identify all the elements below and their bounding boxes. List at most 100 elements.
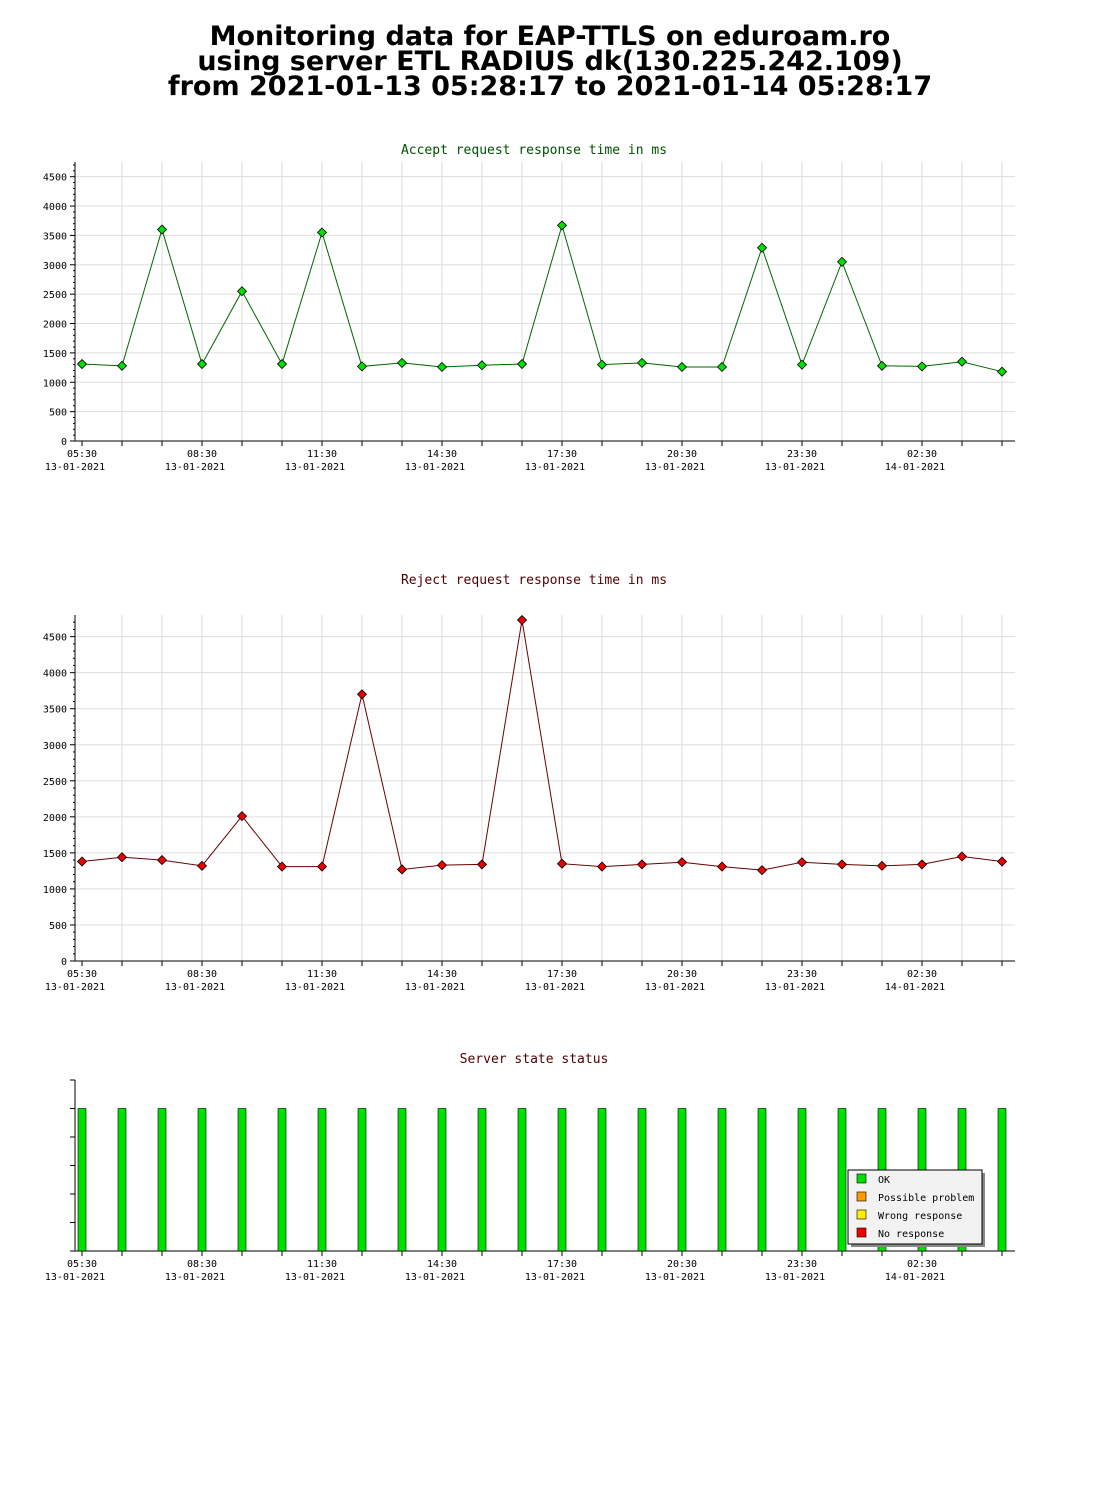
reject-data-point [956,851,968,862]
accept-x-tick-time: 14:30 [427,449,457,460]
status-bar [77,1108,87,1252]
status-bar [437,1108,447,1252]
reject-x-tick-time: 23:30 [787,969,817,980]
status-bar [717,1108,727,1252]
reject-data-point [396,864,408,875]
status-x-tick-date: 14-01-2021 [885,1272,945,1283]
accept-data-point [756,242,768,253]
legend-swatch [856,1209,867,1220]
accept-x-tick-time: 02:30 [907,449,937,460]
status-chart-title: Server state status [460,1052,609,1067]
page-title: Monitoring data for EAP-TTLS on eduroam.… [0,23,1100,102]
reject-x-tick-time: 17:30 [547,969,577,980]
reject-data-point [836,859,848,870]
reject-x-tick-time: 11:30 [307,969,337,980]
reject-x-tick-time: 20:30 [667,969,697,980]
accept-data-point [76,358,88,370]
status-x-tick-time: 02:30 [907,1259,937,1270]
accept-data-point [596,359,608,370]
accept-x-tick-time: 05:30 [67,449,97,460]
reject-y-tick-label: 1500 [43,849,67,860]
reject-x-tick-time: 14:30 [427,969,457,980]
reject-y-tick-label: 4000 [43,669,67,680]
status-x-tick-date: 13-01-2021 [405,1272,465,1283]
reject-data-point [316,861,328,872]
accept-y-tick-label: 2500 [43,290,67,301]
reject-y-tick-label: 2500 [43,777,67,788]
accept-y-tick-label: 4500 [43,173,67,184]
status-x-tick-time: 11:30 [307,1259,337,1270]
status-x-tick-date: 13-01-2021 [645,1272,705,1283]
reject-data-point [516,614,528,626]
accept-data-point [276,358,288,370]
reject-x-tick-date: 13-01-2021 [285,982,345,993]
status-bar [197,1108,207,1252]
reject-chart: 0 500 1000 1500 2000 2500 3000 3500 4000 4500 05:3… [43,614,1015,993]
accept-x-tick-time: 23:30 [787,449,817,460]
accept-data-point [796,359,808,370]
reject-data-point [996,856,1008,867]
accept-data-point [236,286,248,297]
status-x-tick-time: 05:30 [67,1259,97,1270]
reject-y-tick-label: 2000 [43,813,67,824]
status-bar [517,1108,527,1252]
status-bar [117,1108,127,1252]
status-bar [837,1108,847,1252]
status-bar [597,1108,607,1252]
accept-chart: 0 500 1000 1500 2000 2500 3000 3500 4000 4500 05:3… [43,162,1015,473]
status-bar [277,1108,287,1252]
accept-x-tick-date: 13-01-2021 [45,462,105,473]
status-bar [797,1108,807,1252]
accept-x-tick-date: 13-01-2021 [405,462,465,473]
legend-swatch [856,1227,867,1238]
accept-y-tick-label: 3500 [43,231,67,242]
accept-y-tick-label: 1000 [43,378,67,389]
reject-data-point [876,860,888,871]
reject-y-tick-label: 1000 [43,885,67,896]
accept-data-point [476,360,488,371]
reject-data-point [596,861,608,872]
accept-data-point [316,227,328,238]
accept-x-tick-date: 14-01-2021 [885,462,945,473]
reject-x-tick-time: 08:30 [187,969,217,980]
status-bar [237,1108,247,1252]
reject-x-tick-date: 13-01-2021 [525,982,585,993]
accept-data-point [876,360,888,371]
accept-x-tick-date: 13-01-2021 [525,462,585,473]
accept-data-point [716,361,728,373]
accept-data-point [116,360,128,371]
reject-data-point [436,860,448,871]
accept-y-tick-label: 1500 [43,349,67,360]
status-bar [477,1108,487,1252]
accept-y-tick-label: 0 [61,437,67,448]
accept-x-tick-date: 13-01-2021 [765,462,825,473]
reject-data-point [676,857,688,868]
reject-y-tick-label: 3500 [43,705,67,716]
reject-x-tick-date: 13-01-2021 [45,982,105,993]
accept-x-tick-time: 08:30 [187,449,217,460]
status-bar [997,1108,1007,1252]
accept-data-point [836,256,848,267]
reject-data-point [76,856,88,867]
reject-x-tick-time: 05:30 [67,969,97,980]
reject-x-tick-date: 13-01-2021 [645,982,705,993]
reject-chart-title: Reject request response time in ms [401,573,667,588]
accept-chart-title: Accept request response time in ms [401,143,667,158]
accept-data-point [556,220,568,231]
accept-data-point [516,358,528,370]
accept-y-tick-label: 500 [49,408,67,419]
title-line-3: from 2021-01-13 05:28:17 to 2021-01-14 0… [167,71,933,102]
status-x-tick-time: 14:30 [427,1259,457,1270]
status-bar [677,1108,687,1252]
reject-data-point [756,865,768,876]
reject-data-point [236,811,248,822]
status-x-tick-time: 23:30 [787,1259,817,1270]
status-bar [317,1108,327,1252]
accept-x-tick-date: 13-01-2021 [285,462,345,473]
reject-data-point [636,859,648,870]
status-x-tick-date: 13-01-2021 [765,1272,825,1283]
reject-y-tick-label: 0 [61,957,67,968]
accept-data-point [676,361,688,373]
legend-label: OK [878,1175,890,1186]
